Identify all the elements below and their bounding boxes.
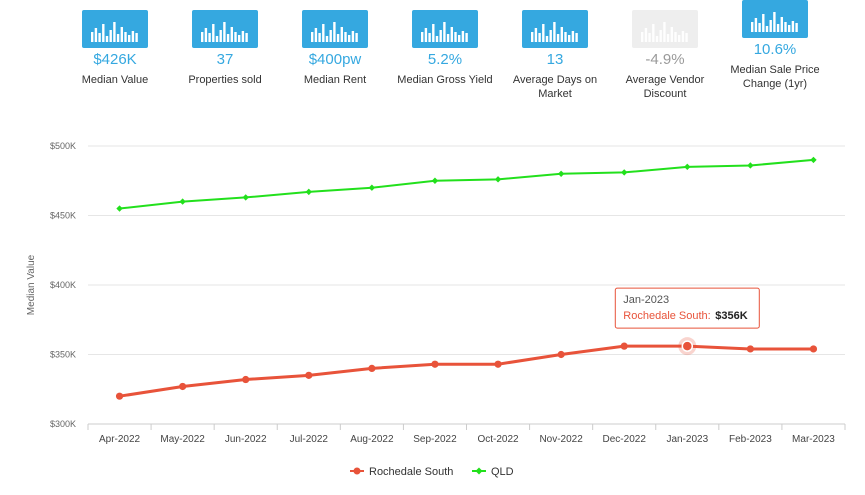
- data-point-qld: [116, 205, 123, 212]
- legend-label-qld: QLD: [491, 466, 514, 478]
- x-tick-label: Oct-2022: [477, 434, 519, 445]
- x-tick-label: Jul-2022: [290, 434, 329, 445]
- series-line-qld: [119, 158, 814, 210]
- median-value-chart: $300K $350K $400K $450K $500K Apr-2022 May-202…: [26, 141, 846, 478]
- tooltip-value: $356K: [715, 310, 747, 322]
- stat-value: 5.2%: [427, 51, 463, 68]
- tooltip-series-label: Rochedale South:: [623, 310, 710, 322]
- data-point-qld: [368, 184, 376, 191]
- x-tick-label: Sep-2022: [413, 434, 457, 445]
- data-point-rochedale-south: [179, 382, 187, 391]
- data-point-qld: [242, 194, 249, 201]
- y-tick-label: $400K: [50, 280, 76, 290]
- data-point-rochedale-south: [809, 345, 818, 353]
- stat-value: 10.6%: [753, 41, 797, 58]
- data-point-rochedale-south: [494, 360, 502, 368]
- stat-value: $426K: [93, 51, 137, 68]
- data-point-rochedale-south: [305, 371, 313, 379]
- legend-label-rochedale-south: Rochedale South: [369, 466, 453, 478]
- stat-label: Average Days on Market: [512, 74, 598, 100]
- stat-value: -4.9%: [645, 51, 685, 68]
- stat-label: Median Gross Yield: [397, 74, 493, 86]
- series-line-rochedale-south: [119, 344, 814, 398]
- data-point-qld: [684, 163, 691, 171]
- x-tick-label: Feb-2023: [729, 434, 772, 445]
- data-point-rochedale-south: [746, 345, 754, 353]
- data-point-qld: [747, 162, 754, 169]
- x-tick-label: Dec-2022: [603, 434, 647, 445]
- data-point-qld: [810, 156, 817, 164]
- stat-label: Median Sale Price Change (1yr): [730, 64, 820, 90]
- highlight-point: [681, 340, 694, 352]
- stat-label: Median Value: [81, 74, 149, 86]
- stat-value: 37: [216, 51, 234, 68]
- data-point-qld: [431, 177, 439, 184]
- x-tick-label: Mar-2023: [792, 434, 835, 445]
- x-tick-label: Jun-2022: [225, 434, 267, 445]
- data-point-rochedale-south: [620, 342, 628, 350]
- legend-marker-qld: [475, 467, 483, 475]
- stat-average-vendor-discount[interactable]: -4.9% Average Vendor Discount: [610, 10, 720, 101]
- stat-value: $400pw: [308, 51, 362, 68]
- bar-chart-icon: [522, 10, 588, 48]
- tooltip-title: Jan-2023: [623, 294, 669, 306]
- y-tick-label: $350K: [50, 350, 76, 360]
- x-tick-label: Apr-2022: [99, 434, 141, 445]
- bar-chart-icon: [742, 0, 808, 38]
- stat-median-gross-yield[interactable]: 5.2% Median Gross Yield: [390, 10, 500, 87]
- y-tick-label: $450K: [50, 211, 76, 221]
- bar-chart-icon: [412, 10, 478, 48]
- y-tick-label: $300K: [50, 419, 76, 429]
- x-tick-label: Aug-2022: [350, 434, 394, 445]
- stat-label: Median Rent: [303, 74, 367, 86]
- stat-label: Average Vendor Discount: [625, 74, 705, 100]
- stat-median-value[interactable]: $426K Median Value: [60, 10, 170, 87]
- stat-properties-sold[interactable]: 37 Properties sold: [170, 10, 280, 87]
- data-point-rochedale-south: [115, 392, 124, 400]
- bar-chart-icon: [192, 10, 258, 48]
- stat-value: 13: [546, 51, 564, 68]
- bar-chart-icon: [302, 10, 368, 48]
- data-point-rochedale-south: [431, 360, 439, 368]
- data-point-rochedale-south: [368, 364, 376, 372]
- data-point-qld: [557, 170, 565, 177]
- stat-average-days-on-market[interactable]: 13 Average Days on Market: [500, 10, 610, 101]
- x-tick-label: Jan-2023: [666, 434, 708, 445]
- x-tick-label: Nov-2022: [539, 434, 583, 445]
- data-point-qld: [179, 198, 186, 205]
- data-point-qld: [621, 169, 628, 176]
- y-axis-title: Median Value: [26, 254, 37, 315]
- stat-median-rent[interactable]: $400pw Median Rent: [280, 10, 390, 87]
- legend-marker-rochedale-south: [353, 467, 361, 475]
- y-tick-label: $500K: [50, 141, 76, 151]
- bar-chart-icon: [632, 10, 698, 48]
- data-point-rochedale-south: [242, 375, 250, 384]
- stat-label: Properties sold: [188, 74, 262, 86]
- bar-chart-icon: [82, 10, 148, 48]
- data-point-qld: [494, 176, 502, 183]
- data-point-qld: [305, 188, 312, 196]
- stat-median-sale-price-change[interactable]: 10.6% Median Sale Price Change (1yr): [720, 0, 830, 91]
- x-tick-label: May-2022: [160, 434, 205, 445]
- stats-row: $426K Median Value 37 Properties sold $4…: [60, 0, 840, 122]
- tooltip-box: [614, 287, 760, 329]
- data-point-rochedale-south: [557, 350, 565, 359]
